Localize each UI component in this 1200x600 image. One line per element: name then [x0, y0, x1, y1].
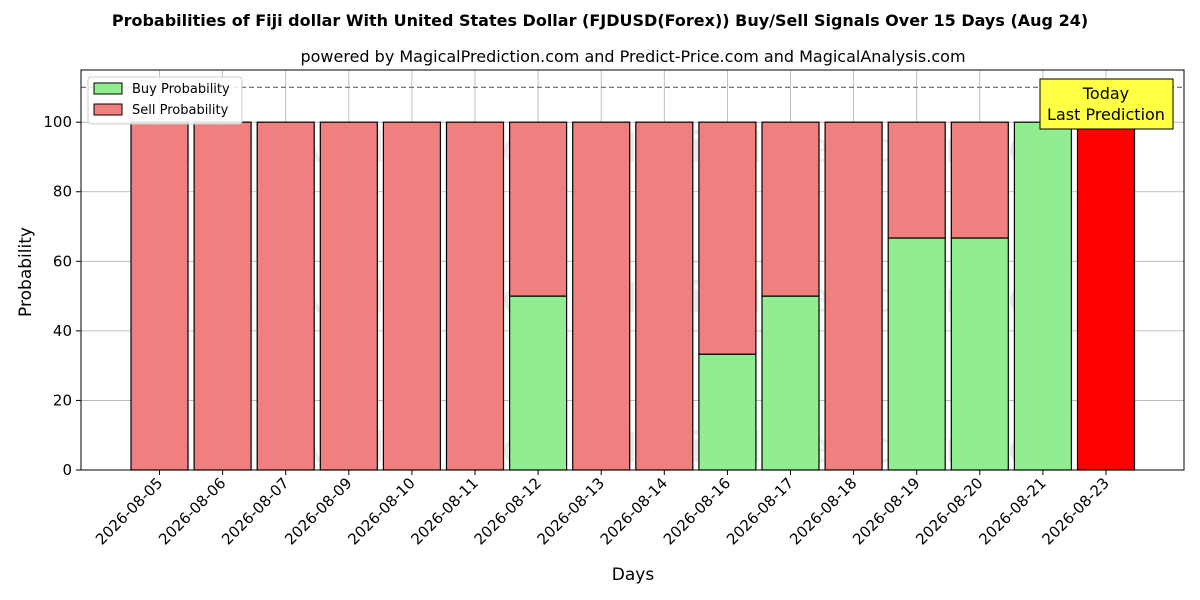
- sell-bar: [887, 121, 946, 239]
- y-tick-label: 60: [53, 252, 72, 270]
- y-axis-label: Probability: [16, 227, 36, 317]
- plot-frame: [80, 69, 1185, 471]
- x-tick-label: 2026-08-17: [723, 474, 797, 548]
- x-tick-label: 2026-08-12: [471, 474, 545, 548]
- legend-swatch: [93, 103, 123, 116]
- annotation-text: Last Prediction: [1047, 105, 1165, 124]
- legend-box: [87, 76, 243, 125]
- buy-bar: [950, 237, 1009, 471]
- x-tick-label: 2026-08-23: [1038, 474, 1112, 548]
- sell-bar: [1076, 121, 1136, 471]
- sell-bar: [193, 121, 252, 471]
- x-tick-label: 2026-08-19: [849, 474, 923, 548]
- y-tick-label: 0: [62, 461, 72, 479]
- buy-bar: [1013, 121, 1073, 471]
- x-tick-label: 2026-08-20: [912, 474, 986, 548]
- chart-title: Probabilities of Fiji dollar With United…: [112, 11, 1088, 30]
- legend-label: Buy Probability: [132, 82, 230, 97]
- x-tick-label: 2026-08-14: [597, 474, 671, 548]
- sell-bar: [130, 121, 189, 471]
- buy-bar: [698, 353, 757, 471]
- chart-subtitle: powered by MagicalPrediction.com and Pre…: [300, 47, 965, 66]
- buy-bar: [761, 295, 820, 471]
- sell-bar: [319, 121, 378, 471]
- y-tick-label: 80: [53, 183, 72, 201]
- sell-bar: [824, 121, 883, 471]
- sell-bar: [698, 121, 757, 355]
- legend-swatch: [93, 82, 123, 95]
- x-tick-label: 2026-08-21: [975, 474, 1049, 548]
- sell-bar: [509, 121, 568, 297]
- x-tick-label: 2026-08-07: [218, 474, 292, 548]
- sell-bar: [382, 121, 441, 471]
- x-tick-label: 2026-08-06: [155, 474, 229, 548]
- x-tick-label: 2026-08-16: [660, 474, 734, 548]
- x-axis-label: Days: [612, 565, 655, 585]
- x-tick-label: 2026-08-18: [786, 474, 860, 548]
- y-tick-label: 40: [53, 322, 72, 340]
- sell-bar: [256, 121, 315, 471]
- buy-bar: [509, 295, 568, 471]
- buy-bar: [887, 237, 946, 471]
- sell-bar: [950, 121, 1009, 239]
- y-tick-label: 20: [53, 391, 72, 409]
- x-tick-label: 2026-08-10: [344, 474, 418, 548]
- x-tick-label: 2026-08-05: [92, 474, 166, 548]
- legend-label: Sell Probability: [132, 103, 229, 118]
- x-tick-label: 2026-08-13: [534, 474, 608, 548]
- y-tick-label: 100: [43, 113, 72, 131]
- sell-bar: [572, 121, 631, 471]
- sell-bar: [635, 121, 694, 471]
- sell-bar: [445, 121, 505, 471]
- sell-bar: [761, 121, 820, 297]
- annotation-box: [1039, 78, 1174, 130]
- annotation-text: Today: [1082, 84, 1129, 103]
- x-tick-label: 2026-08-09: [281, 474, 355, 548]
- x-tick-label: 2026-08-11: [407, 474, 481, 548]
